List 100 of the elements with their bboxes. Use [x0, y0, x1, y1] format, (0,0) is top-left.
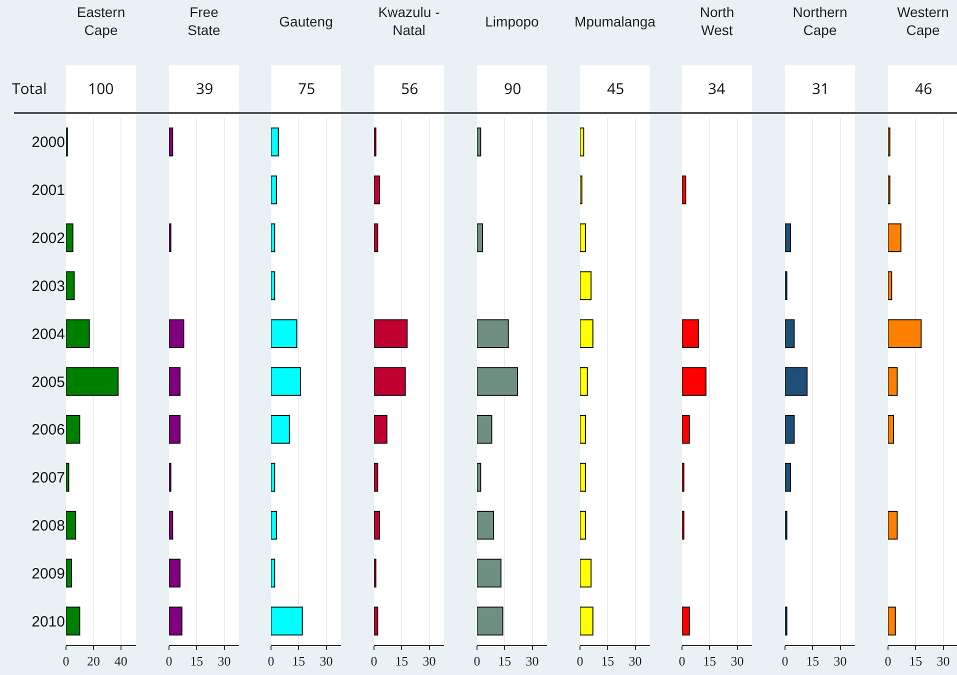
- chart-title: Northern Cape: [792, 4, 848, 38]
- y-tick-label: 2010: [32, 613, 65, 630]
- bar: [682, 319, 700, 348]
- x-tick-label: 15: [703, 654, 716, 669]
- chart-title: Limpopo: [484, 14, 539, 30]
- bar: [66, 606, 80, 636]
- y-tick-label: 2000: [32, 134, 65, 152]
- chart-title: North West: [700, 4, 734, 38]
- bar: [888, 319, 922, 348]
- bar: [374, 415, 388, 444]
- bar: [580, 462, 586, 492]
- bar: [580, 319, 593, 348]
- bar: [168, 558, 180, 588]
- x-tick-label: 0: [782, 654, 788, 669]
- x-tick-label: 0: [474, 654, 480, 669]
- bar: [271, 415, 290, 444]
- x-tick-label: 15: [292, 654, 306, 669]
- text: 75: [298, 79, 316, 99]
- bar: [271, 223, 276, 252]
- bar: [374, 223, 378, 252]
- bar: [66, 319, 90, 348]
- bar: [271, 462, 276, 492]
- text: 31: [812, 79, 830, 99]
- y-tick-label: 2007: [32, 470, 65, 487]
- bar: [271, 367, 302, 396]
- bar: [168, 415, 180, 444]
- x-tick-label: 30: [217, 654, 230, 669]
- bar: [168, 510, 173, 540]
- x-tick-label: 0: [370, 654, 378, 669]
- x-tick-label: 0: [576, 654, 583, 669]
- x-tick-label: 30: [730, 654, 744, 669]
- y-tick-label: 2004: [32, 326, 65, 343]
- bar: [580, 271, 592, 300]
- bar: [888, 367, 898, 396]
- bar: [168, 606, 182, 636]
- bar: [271, 606, 304, 636]
- bar: [580, 415, 586, 444]
- bar: [168, 319, 184, 348]
- text: 45: [606, 79, 624, 99]
- bar: [476, 462, 481, 492]
- bar: [374, 319, 408, 348]
- bar: [784, 223, 791, 252]
- bar: [66, 558, 72, 588]
- bar: [374, 175, 380, 204]
- bar: [888, 271, 892, 300]
- chart-title: Mpumalanga: [574, 14, 656, 30]
- text: 90: [504, 79, 521, 99]
- chart-title: Free State: [187, 4, 220, 38]
- bar: [476, 510, 494, 540]
- bar: [784, 415, 795, 444]
- x-tick-label: 15: [600, 654, 614, 669]
- bar: [888, 510, 898, 540]
- chart-title: Western Cape: [896, 4, 949, 38]
- bar: [476, 367, 518, 396]
- y-tick-label: 2006: [32, 422, 65, 439]
- bar: [682, 175, 686, 204]
- text: 100: [88, 79, 114, 99]
- y-tick-label: 2002: [32, 230, 65, 248]
- bar: [271, 271, 276, 300]
- x-tick-label: 15: [395, 654, 408, 669]
- x-tick-label: 30: [526, 654, 539, 669]
- bar: [580, 223, 586, 252]
- chart-title: Kwazulu - Natal: [378, 4, 440, 38]
- y-tick-label: 2001: [32, 182, 65, 200]
- text: 34: [708, 79, 726, 99]
- bar: [476, 128, 481, 156]
- bar: [580, 606, 593, 636]
- bar: [66, 367, 119, 396]
- chart-title: Gauteng: [280, 14, 334, 30]
- x-tick-label: 15: [806, 654, 820, 669]
- text: 39: [196, 79, 213, 99]
- x-tick-label: 0: [884, 654, 891, 669]
- bar: [682, 367, 707, 396]
- text: Total: [12, 79, 47, 99]
- bar: [580, 128, 584, 156]
- x-tick-label: 30: [422, 654, 436, 669]
- x-tick-label: 20: [86, 654, 100, 669]
- x-tick-label: 30: [936, 654, 950, 669]
- bar: [784, 462, 791, 492]
- bar: [784, 367, 808, 396]
- bar: [374, 606, 378, 636]
- x-tick-label: 15: [908, 654, 922, 669]
- x-tick-label: 15: [190, 654, 203, 669]
- x-tick-label: 0: [268, 654, 275, 669]
- bar: [271, 319, 298, 348]
- bar: [476, 223, 483, 252]
- y-tick-label: 2009: [32, 565, 65, 582]
- text: 46: [914, 79, 932, 99]
- bar: [476, 319, 509, 348]
- x-tick-label: 0: [62, 654, 70, 669]
- y-tick-label: 2008: [32, 517, 65, 534]
- bar: [66, 223, 74, 252]
- x-tick-label: 30: [320, 654, 334, 669]
- bar: [168, 367, 180, 396]
- bar: [271, 175, 278, 204]
- bar: [476, 415, 492, 444]
- bar: [168, 128, 173, 156]
- bar: [66, 415, 80, 444]
- bar: [580, 510, 586, 540]
- bar: [682, 606, 690, 636]
